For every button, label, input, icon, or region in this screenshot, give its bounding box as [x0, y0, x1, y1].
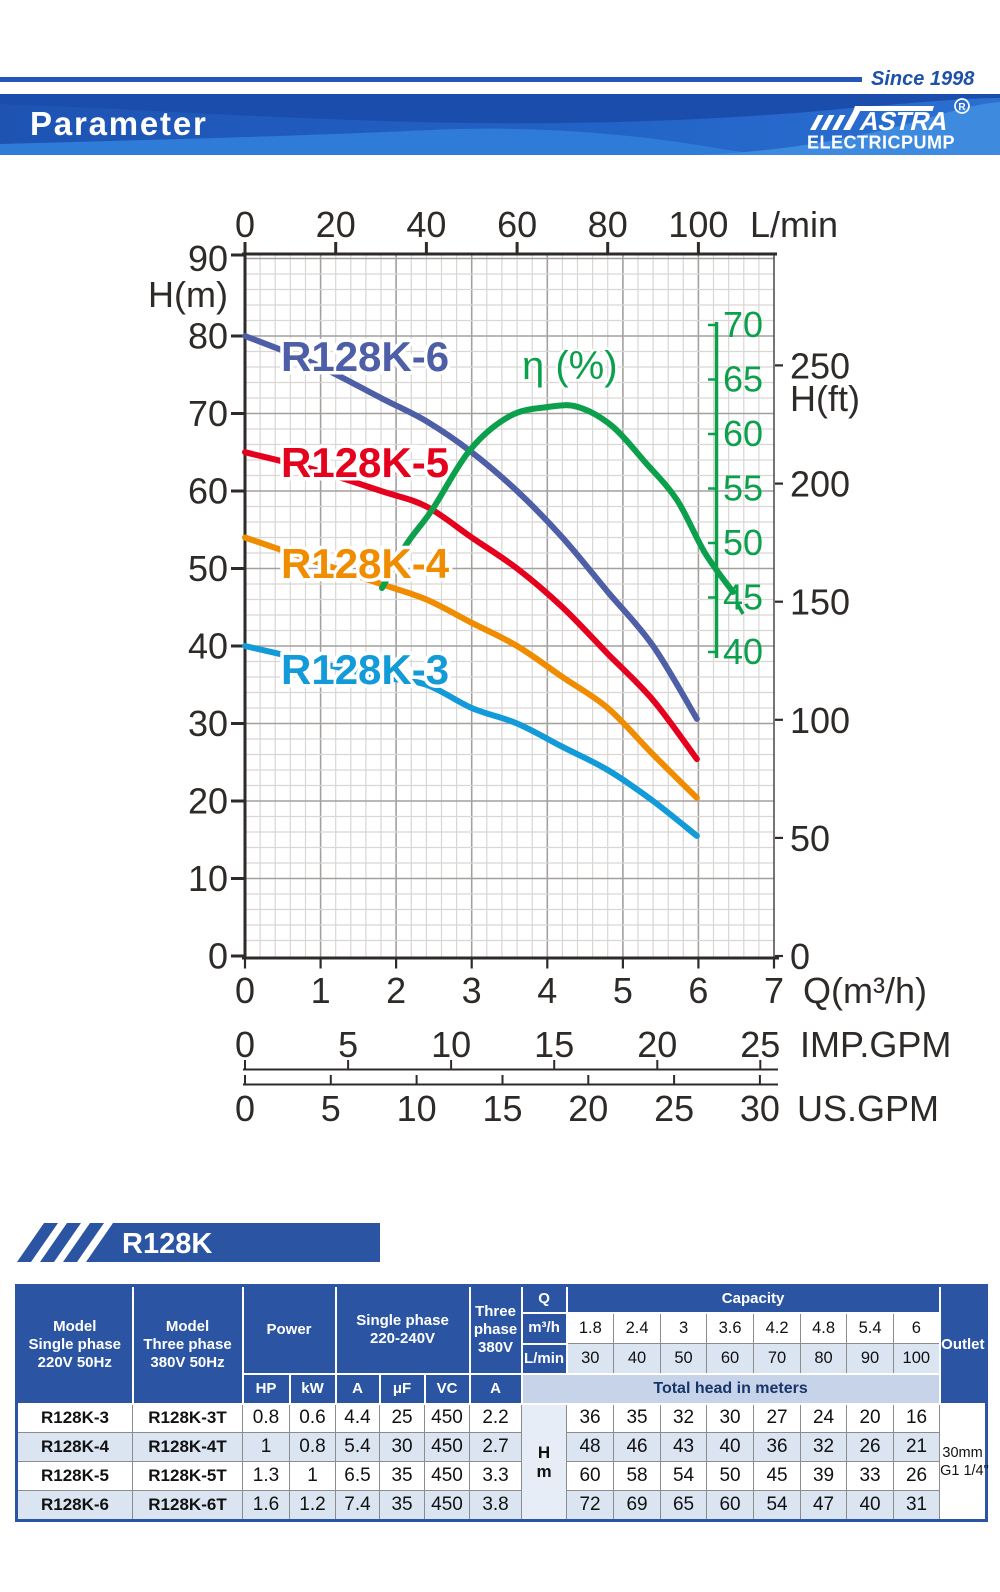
svg-text:R128K-4: R128K-4	[281, 540, 450, 587]
svg-text:R128K-6: R128K-6	[281, 333, 449, 380]
svg-text:0: 0	[235, 204, 255, 245]
svg-text:R128K-3: R128K-3	[281, 646, 449, 693]
svg-text:65: 65	[723, 359, 763, 400]
svg-text:30: 30	[740, 1088, 780, 1129]
svg-text:50: 50	[790, 818, 830, 859]
svg-text:70: 70	[723, 304, 763, 345]
svg-text:0: 0	[208, 936, 228, 977]
svg-text:5: 5	[613, 970, 633, 1011]
svg-text:30: 30	[188, 703, 228, 744]
svg-text:R128K: R128K	[122, 1228, 212, 1260]
svg-text:60: 60	[188, 471, 228, 512]
svg-text:20: 20	[568, 1088, 608, 1129]
svg-text:40: 40	[723, 631, 763, 672]
svg-text:20: 20	[637, 1024, 677, 1065]
svg-text:Q(m³/h): Q(m³/h)	[803, 970, 927, 1011]
svg-text:η (%): η (%)	[522, 344, 618, 388]
svg-text:1: 1	[311, 970, 331, 1011]
svg-text:IMP.GPM: IMP.GPM	[800, 1024, 951, 1065]
svg-text:4: 4	[537, 970, 557, 1011]
svg-text:50: 50	[723, 522, 763, 563]
svg-text:100: 100	[790, 700, 850, 741]
svg-text:ASTRA: ASTRA	[857, 106, 952, 136]
svg-text:80: 80	[188, 316, 228, 357]
svg-text:H(m): H(m)	[148, 274, 228, 315]
svg-text:2: 2	[386, 970, 406, 1011]
svg-text:90: 90	[188, 238, 228, 279]
svg-text:10: 10	[397, 1088, 437, 1129]
svg-text:ELECTRICPUMP: ELECTRICPUMP	[807, 133, 955, 153]
svg-text:100: 100	[668, 204, 728, 245]
svg-text:250: 250	[790, 345, 850, 386]
svg-text:0: 0	[235, 1088, 255, 1129]
svg-text:25: 25	[740, 1024, 780, 1065]
svg-text:0: 0	[235, 1024, 255, 1065]
svg-text:3: 3	[462, 970, 482, 1011]
svg-text:US.GPM: US.GPM	[797, 1088, 939, 1129]
svg-text:55: 55	[723, 468, 763, 509]
svg-text:5: 5	[338, 1024, 358, 1065]
svg-text:0: 0	[235, 970, 255, 1011]
svg-text:5: 5	[321, 1088, 341, 1129]
svg-text:15: 15	[534, 1024, 574, 1065]
svg-text:15: 15	[482, 1088, 522, 1129]
svg-text:80: 80	[588, 204, 628, 245]
svg-text:20: 20	[316, 204, 356, 245]
svg-text:40: 40	[406, 204, 446, 245]
svg-text:150: 150	[790, 582, 850, 623]
svg-text:10: 10	[188, 858, 228, 899]
svg-text:R128K-5: R128K-5	[281, 439, 449, 486]
svg-text:25: 25	[654, 1088, 694, 1129]
svg-text:R: R	[958, 102, 966, 113]
svg-text:60: 60	[723, 413, 763, 454]
svg-text:6: 6	[688, 970, 708, 1011]
svg-text:40: 40	[188, 626, 228, 667]
svg-text:10: 10	[431, 1024, 471, 1065]
svg-text:70: 70	[188, 393, 228, 434]
svg-text:7: 7	[764, 970, 784, 1011]
svg-text:0: 0	[790, 936, 810, 977]
svg-text:60: 60	[497, 204, 537, 245]
svg-text:50: 50	[188, 548, 228, 589]
svg-text:20: 20	[188, 781, 228, 822]
svg-text:L/min: L/min	[750, 204, 838, 245]
svg-text:200: 200	[790, 464, 850, 505]
svg-text:H(ft): H(ft)	[790, 378, 860, 419]
